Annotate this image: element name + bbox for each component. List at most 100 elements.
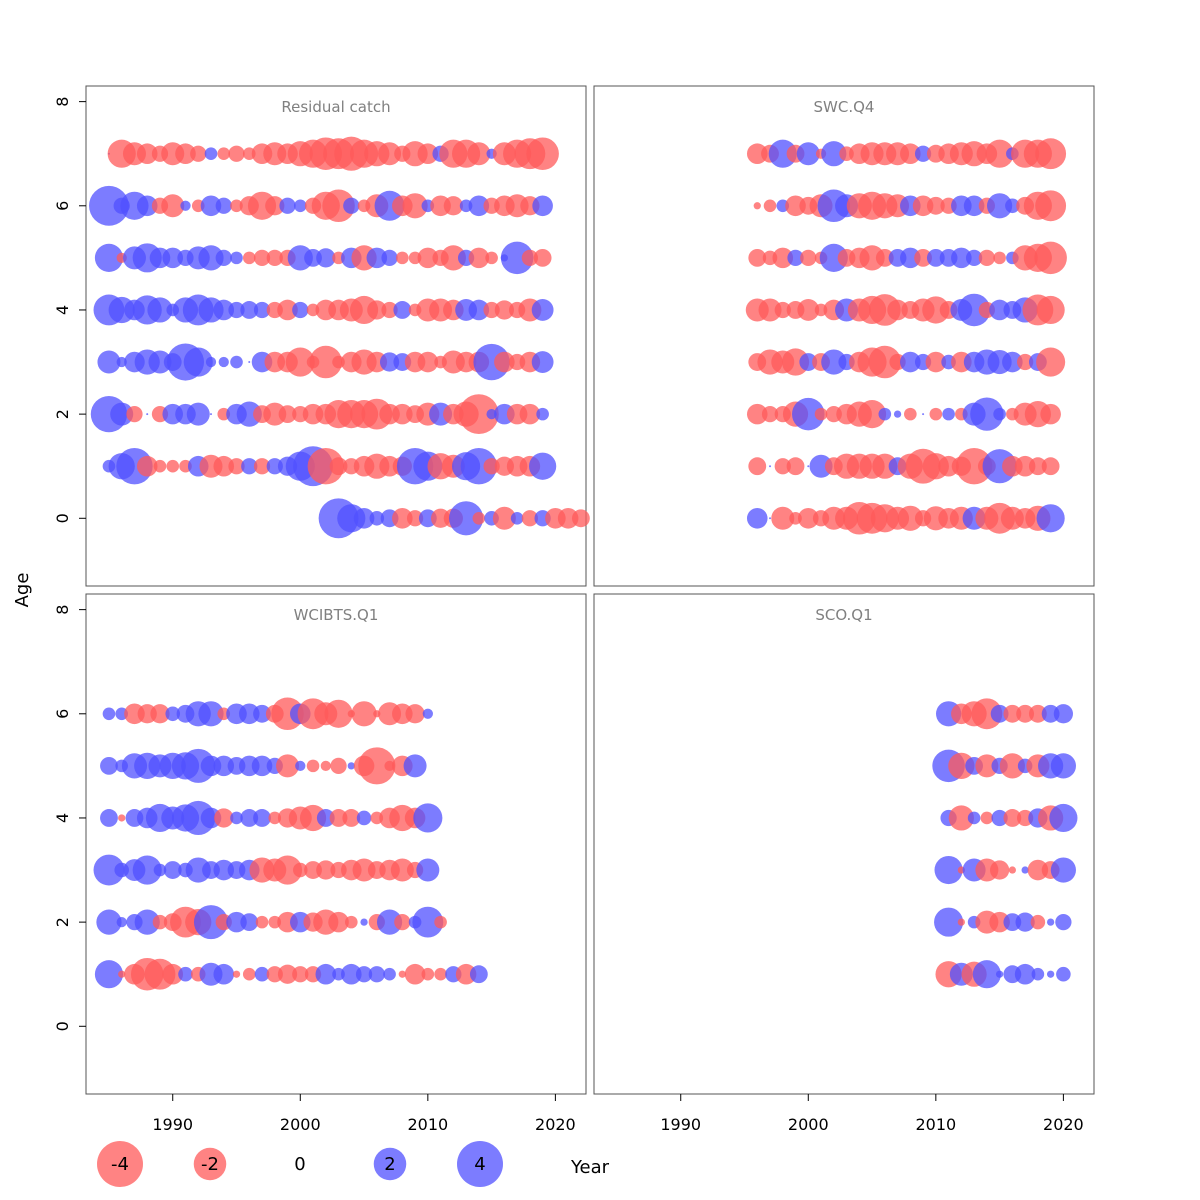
bubble-point [893,410,902,418]
bubble-point [193,905,229,940]
bubble-point [421,967,435,981]
bubble-point [213,755,235,777]
panel-frame [85,85,587,587]
bubble-point [774,458,791,475]
legend-bubble [373,1147,407,1181]
bubble-point [316,809,335,827]
bubble-point [94,960,124,989]
bubble-point [228,145,245,162]
bubble-point [857,400,887,429]
bubble-point [248,361,251,364]
bubble-point [266,249,283,267]
bubble-point [278,405,297,424]
bubble-point [279,197,296,214]
bubble-point [253,458,271,475]
bubble-point [272,855,303,885]
panel-frame [593,593,1095,1095]
bubble-point [316,860,336,880]
bubble-point [102,707,116,721]
bubble-point [198,245,224,271]
panel-2: WCIBTS.Q1 [85,593,587,1095]
x-tick-label: 2010 [915,1115,956,1134]
bubble-point [571,509,590,528]
bubble-point [1031,967,1045,981]
bubble-point [925,351,947,373]
bubble-point [955,448,993,485]
bubble-point [792,397,825,431]
bubble-point [494,300,514,320]
bubble-point [381,301,398,319]
bubble-point [533,248,552,267]
bubble-point [378,142,402,166]
x-tick-label: 2010 [407,1115,448,1134]
bubble-point [116,916,127,928]
bubble-point [859,245,885,271]
bubble-point [238,703,260,725]
bubble-point [343,197,360,214]
bubble-point [521,249,539,267]
bubble-point [763,199,777,213]
bubble-point [494,351,515,373]
bubble-point [787,249,804,267]
bubble-point [449,501,484,536]
bubble-point [469,965,488,984]
bubble-point [993,407,1006,421]
bubble-point [215,249,232,267]
y-tick-label: 0 [53,513,72,523]
bubble-point [384,760,395,772]
bubble-point [402,193,428,219]
bubble-point [295,760,306,772]
bubble-point [116,356,127,368]
y-axis: 0 2 4 6 8 [53,605,86,1031]
axes-layer: 0 2 4 6 8 0 2 4 6 8 1990 2000 2010 2020 1990 2000 2010 20… [53,97,1084,1134]
bubble-point [392,403,413,425]
y-tick-label: 4 [53,813,72,823]
x-tick-label: 1990 [660,1115,701,1134]
x-axis-title: Year [570,1157,610,1178]
bubble-point [324,699,353,728]
bubble-point [531,299,554,321]
bubble-point [162,963,184,985]
bubble-point [153,863,167,877]
bubble-point [118,814,126,822]
bubble-point [307,448,344,485]
legend-label: 0 [294,1154,305,1175]
bubble-point [746,508,768,529]
bubble-point [205,356,217,368]
legend-label: 4 [474,1154,485,1175]
bubble-point [276,754,300,778]
bubble-point [412,906,444,938]
bubble-point [797,508,819,529]
bubble-point [510,511,524,525]
y-axis: 0 2 4 6 8 [53,97,86,523]
y-axis-title: Age [12,573,33,608]
bubble-point [287,245,313,271]
bubble-point [369,511,385,526]
bubble-point [277,299,298,321]
x-tick-label: 2000 [280,1115,321,1134]
bubble-point [163,861,182,879]
bubble-point [416,858,440,882]
bubble-point [175,143,196,164]
bubble-point [468,299,490,321]
y-tick-label: 8 [53,605,72,615]
panel-title: Residual catch [281,98,390,116]
bubble-point [1046,970,1055,978]
bubble-point [914,248,932,267]
bubble-point [1014,963,1036,985]
bubble-point [328,911,349,933]
bubble-point [417,143,439,164]
bubble-point [821,349,847,375]
bubble-point [185,857,211,883]
bubble-point [1016,704,1035,723]
bubble-point [887,299,908,321]
panel-0: Residual catch [85,85,590,587]
bubble-point [985,139,1014,168]
bubble-point [396,251,409,265]
y-tick-label: 6 [53,709,72,719]
bubble-point [253,809,271,827]
bubble-point [1055,913,1072,931]
bubble-point [236,401,262,427]
bubble-point [443,196,463,216]
